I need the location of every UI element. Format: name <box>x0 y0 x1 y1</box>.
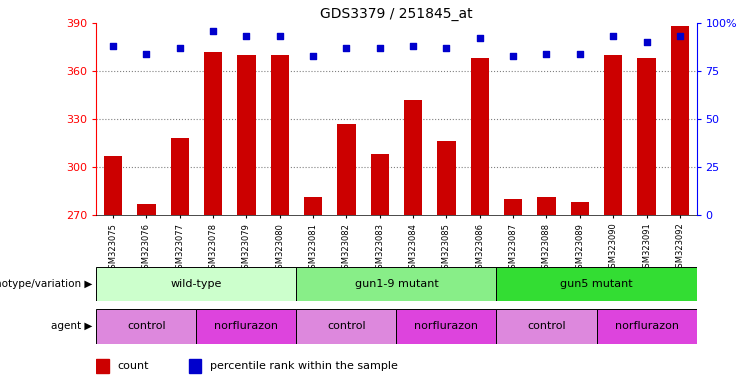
Text: control: control <box>327 321 366 331</box>
Bar <box>637 58 656 215</box>
Bar <box>170 138 189 215</box>
Bar <box>296 267 496 301</box>
Bar <box>404 100 422 215</box>
Bar <box>671 26 689 215</box>
Text: wild-type: wild-type <box>170 279 222 289</box>
Text: gun5 mutant: gun5 mutant <box>560 279 633 289</box>
Bar <box>270 55 289 215</box>
Bar <box>496 267 697 301</box>
Point <box>240 33 252 40</box>
Point <box>474 35 486 41</box>
Point <box>307 53 319 59</box>
Bar <box>196 309 296 344</box>
Bar <box>437 141 456 215</box>
Bar <box>296 309 396 344</box>
Point <box>373 45 385 51</box>
Bar <box>471 58 489 215</box>
Point <box>207 28 219 34</box>
Text: agent ▶: agent ▶ <box>51 321 93 331</box>
Point <box>507 53 519 59</box>
Point <box>574 51 585 57</box>
Point <box>173 45 185 51</box>
Bar <box>571 202 589 215</box>
Text: norflurazon: norflurazon <box>614 321 679 331</box>
Point <box>341 45 353 51</box>
Point <box>608 33 619 40</box>
Bar <box>537 197 556 215</box>
Bar <box>370 154 389 215</box>
Text: norflurazon: norflurazon <box>414 321 479 331</box>
Text: norflurazon: norflurazon <box>214 321 279 331</box>
Bar <box>337 124 356 215</box>
Point <box>674 33 686 40</box>
Point <box>640 39 653 45</box>
Bar <box>204 52 222 215</box>
Bar <box>96 267 296 301</box>
Bar <box>237 55 256 215</box>
Text: percentile rank within the sample: percentile rank within the sample <box>210 361 398 371</box>
Bar <box>104 156 122 215</box>
Bar <box>96 359 109 373</box>
Point <box>540 51 552 57</box>
Point <box>440 45 452 51</box>
Text: control: control <box>127 321 166 331</box>
Bar <box>604 55 622 215</box>
Bar <box>396 309 496 344</box>
Point <box>408 43 419 49</box>
Bar <box>504 199 522 215</box>
Point <box>107 43 119 49</box>
Text: count: count <box>117 361 149 371</box>
Bar <box>304 197 322 215</box>
Point <box>273 33 285 40</box>
Title: GDS3379 / 251845_at: GDS3379 / 251845_at <box>320 7 473 21</box>
Bar <box>496 309 597 344</box>
Bar <box>597 309 697 344</box>
Text: genotype/variation ▶: genotype/variation ▶ <box>0 279 93 289</box>
Text: gun1-9 mutant: gun1-9 mutant <box>354 279 439 289</box>
Bar <box>96 309 196 344</box>
Bar <box>189 359 202 373</box>
Bar <box>137 204 156 215</box>
Text: control: control <box>527 321 566 331</box>
Point <box>140 51 153 57</box>
